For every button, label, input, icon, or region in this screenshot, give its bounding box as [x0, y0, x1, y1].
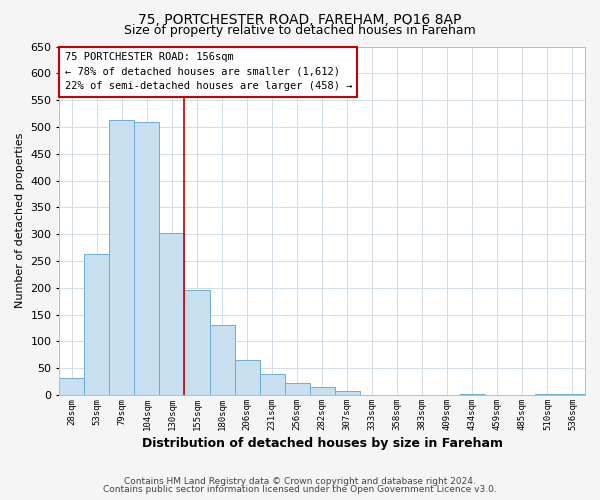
Bar [85, 254, 109, 395]
Bar [160, 232, 184, 395]
Text: Contains public sector information licensed under the Open Government Licence v3: Contains public sector information licen… [103, 485, 497, 494]
Text: 75, PORTCHESTER ROAD, FAREHAM, PO16 8AP: 75, PORTCHESTER ROAD, FAREHAM, PO16 8AP [139, 12, 461, 26]
Bar [59, 378, 85, 395]
Bar [310, 387, 335, 395]
Text: Size of property relative to detached houses in Fareham: Size of property relative to detached ho… [124, 24, 476, 37]
Bar [209, 325, 235, 395]
Bar [284, 382, 310, 395]
X-axis label: Distribution of detached houses by size in Fareham: Distribution of detached houses by size … [142, 437, 503, 450]
Bar [260, 374, 284, 395]
Bar [535, 394, 560, 395]
Y-axis label: Number of detached properties: Number of detached properties [15, 133, 25, 308]
Bar [109, 120, 134, 395]
Bar [335, 390, 360, 395]
Text: Contains HM Land Registry data © Crown copyright and database right 2024.: Contains HM Land Registry data © Crown c… [124, 477, 476, 486]
Bar [134, 122, 160, 395]
Bar [560, 394, 585, 395]
Bar [460, 394, 485, 395]
Bar [235, 360, 260, 395]
Text: 75 PORTCHESTER ROAD: 156sqm
← 78% of detached houses are smaller (1,612)
22% of : 75 PORTCHESTER ROAD: 156sqm ← 78% of det… [65, 52, 352, 92]
Bar [184, 290, 209, 395]
